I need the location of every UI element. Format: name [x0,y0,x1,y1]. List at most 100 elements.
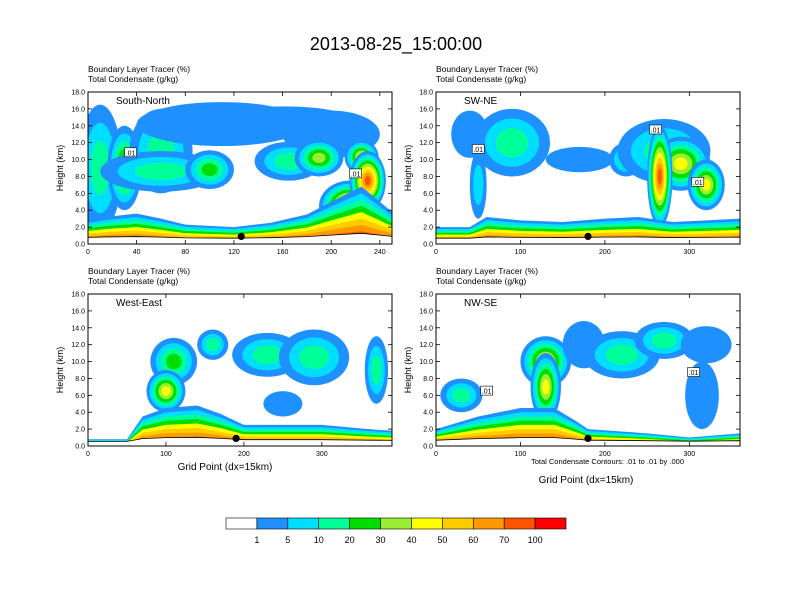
y-tick-label: 8.0 [423,174,433,181]
y-tick-label: 2.0 [75,427,85,434]
colorbar-label: 30 [376,535,386,545]
y-tick-label: 2.0 [423,225,433,232]
x-tick-label: 0 [86,451,90,458]
colorbar-swatch [534,517,567,530]
y-tick-label: 6.0 [423,191,433,198]
tracer-blob [605,344,639,365]
tracer-blob [263,391,303,417]
plot-area: .01 .01 .01 [436,92,740,244]
y-tick-label: 14.0 [419,325,433,332]
tracer-blob [90,140,110,196]
x-tick-label: 160 [277,249,289,256]
y-tick-label: 12.0 [419,342,433,349]
panel-nw-se: .01 .01 NW-SE Boundary Layer Tracer (%)Tota… [403,266,741,458]
contour-label: .01 [471,144,485,154]
y-tick-label: 18.0 [71,90,85,97]
terrain [88,436,392,446]
y-tick-label: 4.0 [423,208,433,215]
y-tick-label: 18.0 [419,90,433,97]
panel-sw-ne: .01 .01 .01 SW-NE Boundary Layer Tracer (%)T… [403,64,741,256]
tracer-blob [371,355,382,385]
contour-label: .01 [691,177,705,187]
figure-title: 2013-08-25_15:00:00 [310,34,482,55]
panel-header-line1: Boundary Layer Tracer (%) [88,64,190,74]
svg-text:.01: .01 [689,370,699,377]
panel-header-line2: Total Condensate (g/kg) [88,276,178,286]
y-tick-label: 0.0 [423,444,433,451]
location-marker [232,434,240,442]
location-marker [584,434,592,442]
x-tick-label: 0 [86,249,90,256]
tracer-blob [657,168,662,185]
plot-frame [87,293,393,447]
y-tick-label: 14.0 [71,123,85,130]
plot-frame [87,91,393,245]
colorbar-swatch [442,517,474,530]
x-tick-label: 100 [515,249,527,256]
y-axis-label: Height (km) [403,145,413,192]
colorbar-swatch [349,517,381,530]
colorbar-label: 5 [285,535,290,545]
panel-header-line1: Boundary Layer Tracer (%) [436,266,538,276]
plot-frame [435,293,741,447]
colorbar-swatch [380,517,412,530]
x-axis-label-right: Grid Point (dx=15km) [539,475,634,486]
y-tick-label: 14.0 [419,123,433,130]
tracer-blob [161,386,171,396]
tracer-blob [299,345,330,370]
panel-header-line2: Total Condensate (g/kg) [436,74,526,84]
svg-text:.01: .01 [351,171,361,178]
x-tick-label: 200 [238,451,250,458]
colorbar-swatch [256,517,289,530]
y-tick-label: 18.0 [419,292,433,299]
tracer-blob [252,345,283,365]
y-tick-label: 10.0 [419,359,433,366]
y-tick-label: 16.0 [71,106,85,113]
y-tick-label: 10.0 [419,157,433,164]
y-tick-label: 12.0 [419,140,433,147]
colorbar-swatch [318,517,350,530]
y-tick-label: 4.0 [423,410,433,417]
y-tick-label: 0.0 [75,444,85,451]
panel-header-line1: Boundary Layer Tracer (%) [436,64,538,74]
y-tick-label: 6.0 [75,191,85,198]
colorbar-label: 10 [314,535,324,545]
tracer-blob [206,338,220,352]
y-tick-label: 12.0 [71,140,85,147]
panels: .01 .01 South-North Boundary Layer Tracer (… [55,64,741,458]
plot-area: .01 .01 [88,92,392,244]
x-tick-label: 0 [434,249,438,256]
y-tick-label: 8.0 [423,376,433,383]
x-tick-label: 200 [325,249,337,256]
x-tick-label: 120 [228,249,240,256]
x-tick-label: 100 [515,451,527,458]
contour-label: .01 [124,147,137,157]
y-tick-label: 0.0 [75,242,85,249]
svg-text:.01: .01 [473,147,483,154]
y-tick-label: 2.0 [75,225,85,232]
x-tick-label: 300 [316,451,328,458]
y-tick-label: 8.0 [75,376,85,383]
panel-west-east: West-East Boundary Layer Tracer (%)Total … [55,266,393,458]
y-tick-label: 16.0 [419,308,433,315]
y-axis-label: Height (km) [55,347,65,394]
y-tick-label: 8.0 [75,174,85,181]
contour-label: .01 [349,168,362,178]
x-tick-label: 240 [374,249,386,256]
tracer-blob [542,379,550,395]
plot-area: .01 .01 [436,294,740,446]
contour-label: .01 [649,124,662,135]
colorbar-label: 70 [499,535,509,545]
y-axis-label: Height (km) [55,145,65,192]
tracer-blob [452,388,471,403]
plot-area [88,294,392,446]
tracer-blob [364,176,371,186]
location-marker [237,232,245,240]
colorbar-swatch [503,517,536,530]
y-tick-label: 16.0 [419,106,433,113]
terrain [436,236,740,244]
panel-label: South-North [116,96,170,107]
colorbar-swatch [225,517,258,530]
tracer-blob [165,353,182,370]
